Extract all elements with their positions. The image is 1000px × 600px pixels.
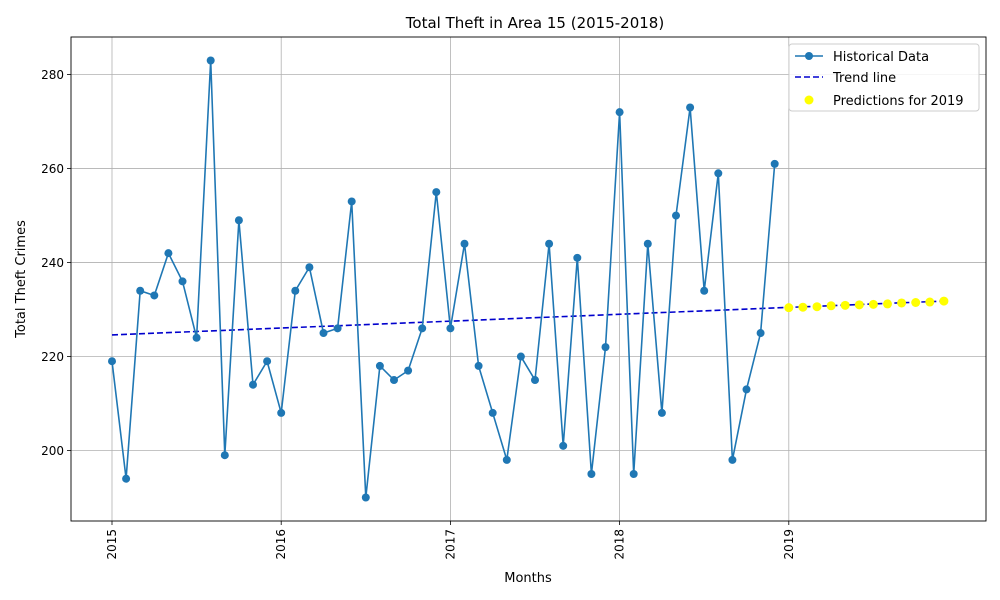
prediction-point <box>840 300 850 310</box>
historical-data-point <box>390 376 398 385</box>
historical-data-point <box>249 380 257 389</box>
historical-data-point <box>545 239 554 248</box>
historical-data-point <box>460 239 469 248</box>
y-tick-label: 240 <box>41 256 64 270</box>
historical-data-point <box>178 277 187 286</box>
prediction-point <box>784 303 794 313</box>
historical-data-point <box>136 286 145 295</box>
prediction-point <box>826 301 836 311</box>
historical-data-point <box>418 324 427 333</box>
historical-data-point <box>404 366 413 375</box>
prediction-point <box>925 297 935 307</box>
legend-historical-label: Historical Data <box>833 50 929 65</box>
historical-data-layer <box>108 56 779 502</box>
historical-data-point <box>150 291 159 300</box>
x-tick-label: 2015 <box>105 529 119 560</box>
prediction-point <box>798 302 808 312</box>
legend: Historical Data Trend line Predictions f… <box>788 43 980 112</box>
historical-data-point <box>770 159 779 168</box>
historical-data-point <box>122 474 131 483</box>
legend-trend-label: Trend line <box>832 71 896 86</box>
historical-data-point <box>361 493 370 502</box>
x-axis-label: Months <box>504 571 552 586</box>
historical-data-point <box>502 455 511 464</box>
legend-historical-marker <box>805 52 813 60</box>
historical-data-point <box>516 352 525 361</box>
historical-data-point <box>305 263 314 272</box>
prediction-point <box>812 302 822 312</box>
historical-data-point <box>615 108 624 117</box>
historical-data-point <box>643 239 652 248</box>
historical-data-point <box>206 56 215 65</box>
historical-data-point <box>164 249 173 258</box>
x-tick-label: 2017 <box>443 529 457 560</box>
legend-predictions-marker <box>804 95 814 105</box>
x-tick-label: 2016 <box>274 529 288 560</box>
historical-data-point <box>192 333 201 342</box>
historical-data-point <box>319 329 328 338</box>
predictions-layer <box>784 296 949 313</box>
prediction-point <box>883 299 892 309</box>
x-tick-label: 2018 <box>613 529 627 560</box>
historical-data-point <box>629 470 638 479</box>
y-tick-label: 260 <box>41 162 64 176</box>
historical-data-point <box>672 211 680 220</box>
historical-data-point <box>573 253 582 262</box>
legend-box <box>788 43 980 112</box>
historical-data-point <box>277 408 286 417</box>
historical-data-point <box>601 343 610 352</box>
plot-area-frame <box>70 36 987 522</box>
historical-data-point <box>700 286 709 295</box>
historical-data-point <box>488 408 497 417</box>
historical-data-point <box>728 455 737 464</box>
historical-data-point <box>375 361 384 370</box>
chart-title: Total Theft in Area 15 (2015-2018) <box>405 14 664 32</box>
prediction-point <box>854 300 864 310</box>
historical-data-point <box>446 324 455 333</box>
historical-data-point <box>686 103 695 112</box>
prediction-point <box>897 298 907 308</box>
historical-data-line <box>111 60 776 498</box>
prediction-point <box>868 299 878 309</box>
historical-data-point <box>263 357 272 366</box>
historical-data-point <box>108 357 116 366</box>
historical-data-point <box>587 470 596 479</box>
y-axis-label: Total Theft Crimes <box>14 220 29 339</box>
historical-data-point <box>531 376 539 385</box>
historical-data-point <box>657 408 666 417</box>
historical-data-point <box>347 197 356 206</box>
historical-data-point <box>333 324 342 333</box>
historical-data-point <box>291 286 300 295</box>
historical-data-point <box>220 451 229 460</box>
x-axis-ticks: 2015 2016 2017 2018 2019 <box>105 521 796 560</box>
historical-data-point <box>234 216 243 225</box>
prediction-point <box>939 296 949 306</box>
historical-data-point <box>714 169 723 178</box>
historical-data-point <box>559 441 568 450</box>
historical-data-point <box>474 361 483 370</box>
y-tick-label: 220 <box>41 350 64 364</box>
historical-data-point <box>756 329 765 338</box>
y-tick-label: 200 <box>41 444 64 458</box>
y-axis-ticks: 200 220 240 260 280 <box>41 68 71 458</box>
historical-data-point <box>742 385 751 394</box>
historical-data-point <box>432 188 441 197</box>
y-tick-label: 280 <box>41 68 64 82</box>
x-tick-label: 2019 <box>782 529 796 560</box>
prediction-point <box>911 297 921 307</box>
legend-predictions-label: Predictions for 2019 <box>833 94 964 109</box>
